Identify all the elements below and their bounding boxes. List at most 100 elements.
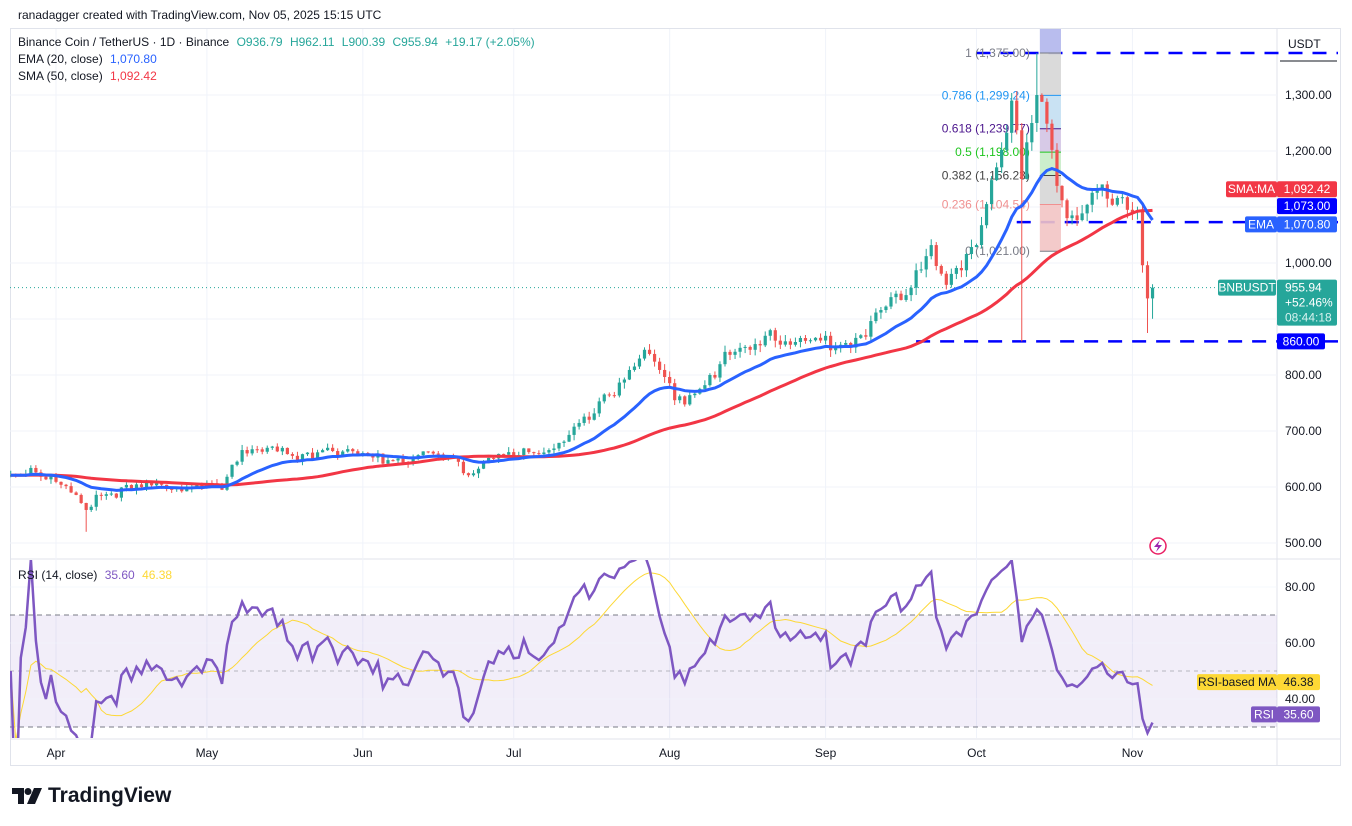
candle[interactable] (1070, 210, 1074, 225)
rsi-legend[interactable]: RSI (14, close) 35.60 46.38 (18, 568, 176, 582)
candle[interactable] (1150, 284, 1155, 319)
candle[interactable] (426, 451, 430, 454)
candle[interactable] (668, 371, 672, 389)
candle[interactable] (738, 342, 742, 358)
candle[interactable] (567, 430, 571, 443)
candle[interactable] (79, 493, 83, 504)
candle[interactable] (773, 327, 777, 348)
rsi-line[interactable] (10, 554, 1154, 811)
candle[interactable] (391, 459, 395, 462)
candle[interactable] (557, 442, 561, 452)
candle[interactable] (305, 452, 310, 457)
candle[interactable] (753, 338, 757, 356)
candle[interactable] (260, 447, 264, 455)
candle[interactable] (818, 333, 823, 343)
candle[interactable] (1130, 202, 1135, 221)
candle[interactable] (929, 239, 933, 260)
candle[interactable] (904, 288, 908, 302)
candle[interactable] (884, 305, 888, 313)
lightning-icon[interactable] (1149, 537, 1167, 555)
candle[interactable] (622, 377, 626, 389)
candle[interactable] (798, 335, 803, 348)
candle[interactable] (1140, 205, 1145, 273)
candle[interactable] (114, 493, 118, 499)
candle[interactable] (270, 445, 274, 450)
candle[interactable] (823, 330, 828, 345)
candle[interactable] (602, 393, 606, 404)
candle[interactable] (627, 366, 632, 381)
candle[interactable] (1095, 184, 1099, 200)
candle[interactable] (652, 349, 657, 367)
candle[interactable] (979, 216, 984, 249)
candle[interactable] (507, 447, 511, 455)
candle[interactable] (265, 445, 269, 454)
candle[interactable] (587, 411, 591, 424)
currency-label[interactable]: USDT (1288, 37, 1321, 51)
candle[interactable] (1035, 53, 1039, 132)
candle[interactable] (1060, 185, 1064, 208)
candle[interactable] (637, 354, 642, 369)
candle[interactable] (829, 331, 833, 357)
candle[interactable] (879, 306, 883, 319)
candle[interactable] (1105, 180, 1109, 208)
candle[interactable] (793, 337, 798, 347)
candle[interactable] (89, 504, 93, 512)
candle[interactable] (476, 466, 481, 479)
candle[interactable] (1010, 92, 1014, 143)
candle[interactable] (607, 392, 611, 398)
candle[interactable] (255, 445, 259, 453)
candle[interactable] (346, 445, 350, 453)
tradingview-logo[interactable]: TradingView (12, 784, 171, 808)
candle[interactable] (245, 446, 249, 457)
candle[interactable] (1040, 93, 1044, 102)
candle[interactable] (1020, 123, 1024, 342)
candle[interactable] (466, 472, 471, 478)
candle[interactable] (1090, 190, 1094, 213)
candle[interactable] (320, 448, 325, 453)
candle[interactable] (899, 290, 903, 301)
candle[interactable] (1065, 198, 1069, 227)
candle[interactable] (1000, 142, 1004, 174)
candle[interactable] (733, 348, 737, 359)
candle[interactable] (597, 397, 601, 417)
candle[interactable] (854, 333, 858, 353)
candle[interactable] (1030, 115, 1034, 151)
candle[interactable] (678, 394, 682, 404)
candle[interactable] (718, 361, 722, 382)
candle[interactable] (572, 423, 576, 441)
candle[interactable] (919, 261, 923, 274)
candle[interactable] (1145, 261, 1150, 333)
candle[interactable] (1025, 133, 1029, 180)
candle[interactable] (909, 285, 913, 302)
candle[interactable] (1015, 91, 1019, 135)
candle[interactable] (803, 334, 808, 344)
candle[interactable] (708, 373, 712, 387)
candle[interactable] (326, 443, 330, 451)
candle[interactable] (84, 502, 88, 532)
candle[interactable] (924, 248, 928, 278)
candle[interactable] (285, 447, 289, 455)
candle[interactable] (728, 349, 732, 361)
candle[interactable] (964, 252, 969, 277)
sma-legend[interactable]: SMA (50, close) 1,092.42 (18, 69, 161, 83)
candle[interactable] (225, 474, 229, 491)
candle[interactable] (914, 263, 918, 295)
candle[interactable] (683, 395, 687, 407)
candle[interactable] (954, 265, 958, 280)
candle[interactable] (617, 377, 621, 398)
candle[interactable] (471, 470, 476, 477)
candle[interactable] (69, 482, 73, 494)
candle[interactable] (275, 443, 279, 453)
candle[interactable] (336, 448, 340, 460)
candle[interactable] (331, 444, 335, 453)
candle[interactable] (552, 443, 556, 454)
symbol-name[interactable]: Binance Coin / TetherUS · 1D · Binance (18, 35, 230, 49)
candle[interactable] (74, 491, 78, 496)
candle[interactable] (788, 338, 792, 350)
candle[interactable] (59, 481, 63, 489)
candle[interactable] (869, 315, 873, 341)
candle[interactable] (290, 452, 295, 459)
candle[interactable] (250, 445, 254, 456)
candle[interactable] (1115, 195, 1119, 207)
